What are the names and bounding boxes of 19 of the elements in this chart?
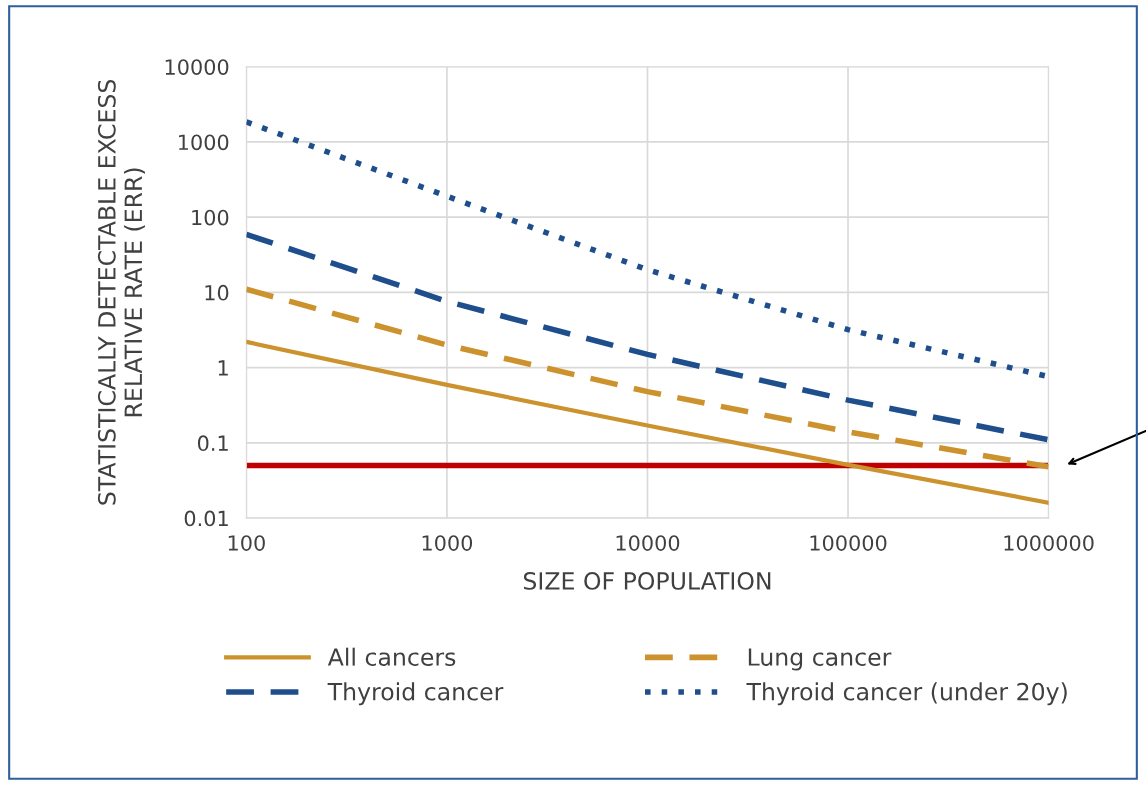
legend-label: Thyroid cancer (327, 682, 504, 706)
y-tick-label: 10000 (165, 59, 229, 75)
x-axis-title: SIZE OF POPULATION (523, 572, 771, 590)
y-tick-label: 0.01 (184, 510, 228, 527)
legend-label: Lung cancer (748, 648, 892, 671)
x-tick-label: 1000000 (1004, 535, 1094, 551)
line-series (246, 339, 1049, 505)
y-tick-label: 100 (192, 209, 229, 226)
y-axis-title: STATISTICALLY DETECTABLE EXCESS RELATIVE RATE (ERR) (97, 79, 145, 505)
y-tick-label: 1000 (178, 134, 229, 151)
legend-label: Thyroid cancer (under 20y) (746, 682, 1067, 706)
x-tick-label: 100000 (810, 535, 887, 551)
x-tick-label: 1000 (422, 535, 473, 551)
x-tick-label: 100 (228, 535, 265, 551)
y-tick-label: 10 (205, 284, 229, 301)
legend-label: All cancers (327, 647, 456, 666)
y-tick-label: 0.1 (197, 435, 228, 452)
x-tick-label: 10000 (616, 535, 680, 551)
y-tick-label: 1 (218, 360, 228, 376)
